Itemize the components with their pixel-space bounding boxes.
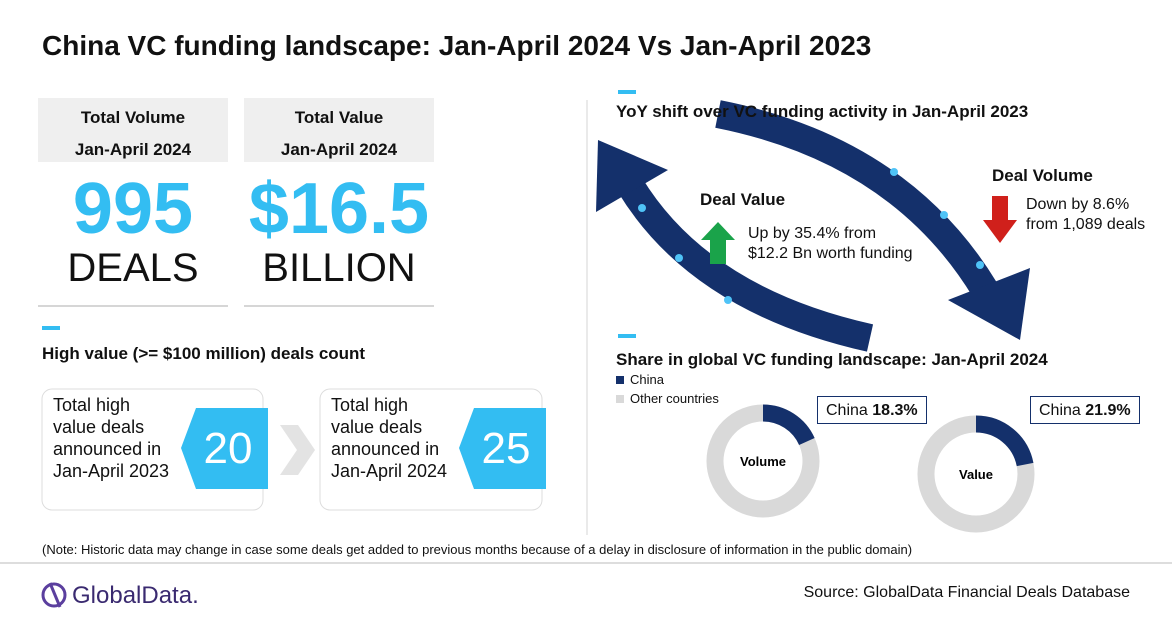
legend-swatch — [616, 376, 624, 384]
legend-label: Other countries — [630, 391, 719, 406]
text-line: from 1,089 deals — [1026, 216, 1146, 233]
card-value: 25 — [481, 424, 531, 473]
section-title: YoY shift over VC funding activity in Ja… — [616, 102, 1029, 121]
callout-name: China — [1039, 402, 1081, 419]
legend: China Other countries — [616, 370, 719, 408]
logo: GlobalData. — [72, 582, 199, 609]
kpi-unit: DEALS — [67, 246, 199, 290]
kpi-period: Jan-April 2024 — [280, 140, 398, 159]
card-text: Total high value deals announced in Jan-… — [53, 395, 170, 481]
arrow — [715, 100, 997, 298]
section-title: High value (>= $100 million) deals count — [42, 344, 366, 363]
logo-mark — [41, 582, 67, 608]
kpi-header: Total Volume Jan-April 2024 — [38, 98, 228, 162]
kpi-value: 995 — [72, 169, 194, 249]
accent — [618, 90, 636, 94]
badge — [181, 408, 268, 489]
kpi-value: $16.5 — [248, 169, 430, 249]
donut-label: Volume — [740, 454, 786, 469]
donut-label: Value — [959, 467, 993, 482]
callout-name: China — [826, 402, 868, 419]
kpi-label: Total Volume — [80, 108, 186, 127]
arrow-head — [948, 268, 1030, 340]
badge — [459, 408, 546, 489]
arrow — [618, 177, 874, 352]
divider — [244, 305, 434, 307]
kpi-header: Total Value Jan-April 2024 — [244, 98, 434, 162]
card-text: Total high value deals announced in Jan-… — [331, 395, 448, 481]
callout-value: 21.9% — [1085, 402, 1131, 419]
up-arrow — [701, 222, 735, 264]
kpi-label: Total Value — [294, 108, 384, 127]
accent — [618, 334, 636, 338]
card-value: 20 — [203, 424, 253, 473]
deal-volume-text: Down by 8.6% from 1,089 deals — [1026, 195, 1145, 235]
deal-volume-title: Deal Volume — [992, 166, 1093, 185]
source: Source: GlobalData Financial Deals Datab… — [803, 584, 1130, 601]
text-line: Up by 35.4% from — [748, 225, 877, 242]
callout: China 21.9% — [1030, 396, 1140, 424]
title: China VC funding landscape: Jan-April 20… — [42, 30, 872, 61]
section-title: Share in global VC funding landscape: Ja… — [616, 350, 1048, 369]
footnote: (Note: Historic data may change in case … — [42, 542, 913, 557]
donut-charts: Volume Value — [706, 404, 1035, 533]
legend-label: China — [630, 372, 664, 387]
deal-value-title: Deal Value — [700, 190, 786, 209]
legend-item: China — [616, 370, 719, 389]
dots — [638, 168, 984, 304]
chevron — [280, 425, 315, 475]
donut-arc — [706, 404, 820, 518]
down-arrow — [983, 196, 1017, 243]
text-line: $12.2 Bn worth funding — [748, 245, 913, 262]
callout: China 18.3% — [817, 396, 927, 424]
deal-value-text: Up by 35.4% from $12.2 Bn worth funding — [748, 224, 913, 264]
legend-swatch — [616, 395, 624, 403]
donut-arc — [917, 415, 1035, 533]
kpi-unit: BILLION — [262, 246, 416, 290]
divider — [38, 305, 228, 307]
text-line: Down by 8.6% — [1026, 196, 1130, 213]
arrow-head — [596, 140, 668, 212]
accent — [42, 326, 60, 330]
callout-value: 18.3% — [872, 402, 918, 419]
legend-item: Other countries — [616, 389, 719, 408]
kpi-period: Jan-April 2024 — [74, 140, 192, 159]
